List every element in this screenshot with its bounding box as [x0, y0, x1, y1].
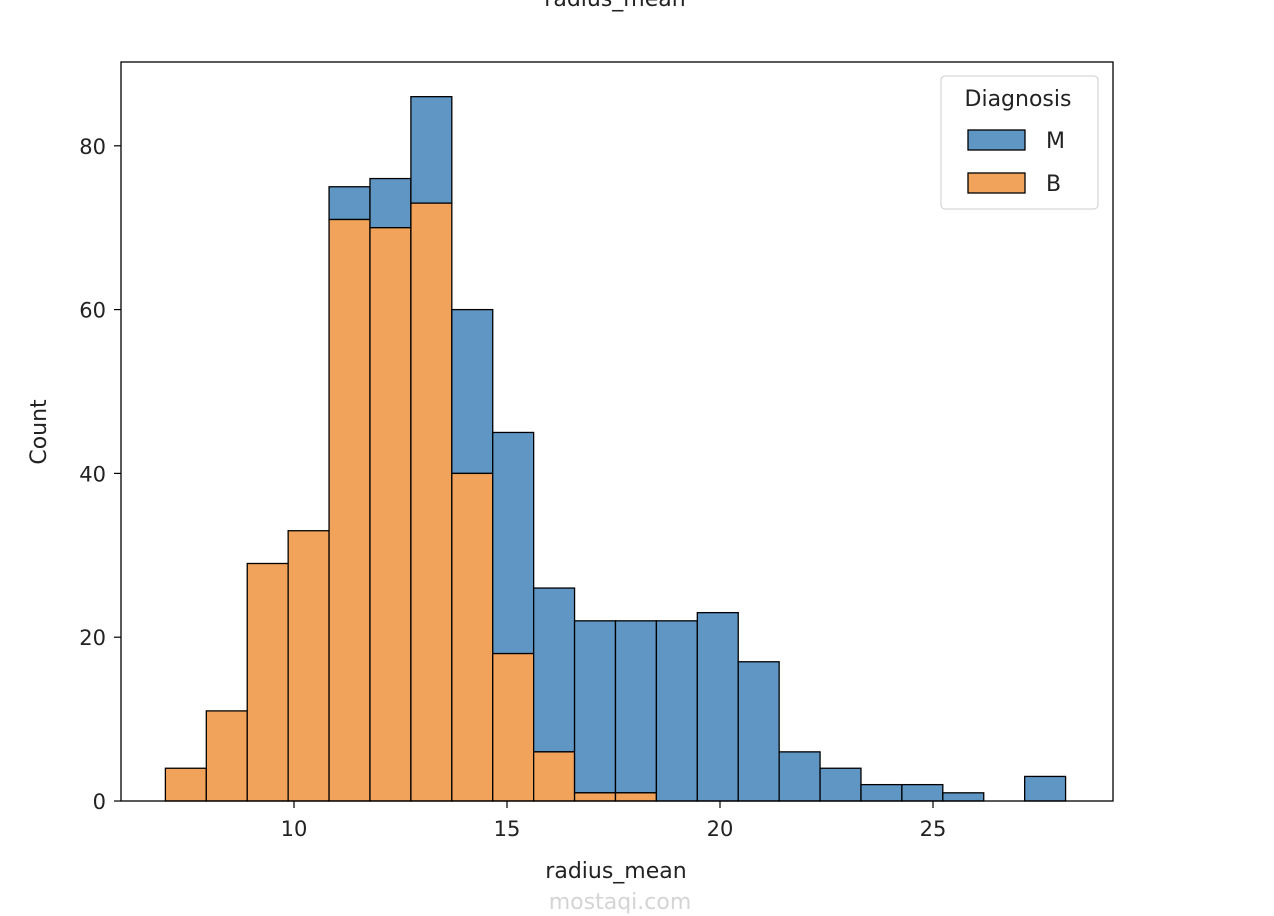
chart-title: radius_mean: [544, 0, 685, 12]
bar-m-13: [696, 611, 739, 802]
bar-m-4: [328, 186, 371, 221]
legend: Diagnosis M B: [940, 75, 1099, 210]
bar-m-6: [410, 96, 453, 204]
legend-title: Diagnosis: [965, 87, 1072, 112]
legend-label-b: B: [1046, 172, 1061, 197]
bar-b-5: [369, 227, 412, 802]
bar-m-12: [655, 620, 698, 802]
legend-patch-b: [967, 172, 1026, 194]
bar-m-10: [573, 620, 617, 794]
bar-m-9: [532, 587, 576, 753]
x-tick-label-25: 25: [920, 817, 947, 841]
x-tick-label-20: 20: [707, 817, 734, 841]
x-axis-label: radius_mean: [545, 859, 686, 884]
bar-m-14: [737, 661, 780, 802]
bar-b-10: [573, 792, 617, 802]
bar-b-4: [328, 218, 371, 802]
watermark: mostaqi.com: [549, 890, 692, 915]
bar-m-5: [369, 177, 412, 229]
bar-m-7: [451, 308, 494, 475]
plot-frame: [120, 61, 1114, 802]
y-tick-label-60: 60: [79, 299, 106, 323]
bar-m-16: [819, 767, 862, 802]
bar-b-9: [532, 751, 576, 802]
y-axis-label: Count: [27, 399, 52, 465]
bar-b-11: [614, 792, 658, 802]
bar-b-6: [410, 202, 453, 802]
bar-m-18: [901, 783, 944, 802]
bar-m-17: [860, 783, 903, 802]
bar-m-19: [942, 792, 985, 802]
bar-b-3: [287, 530, 330, 802]
y-tick-label-40: 40: [79, 462, 106, 486]
legend-label-m: M: [1046, 129, 1065, 154]
bar-m-21: [1024, 775, 1067, 802]
bar-b-1: [205, 710, 248, 802]
bar-b-7: [451, 472, 494, 802]
bar-b-8: [492, 652, 535, 802]
x-tick-label-10: 10: [281, 817, 308, 841]
bar-m-8: [492, 431, 535, 655]
y-tick-label-20: 20: [79, 626, 106, 650]
y-tick-label-80: 80: [79, 135, 106, 159]
bar-m-15: [778, 751, 821, 802]
y-tick-label-0: 0: [93, 790, 106, 814]
bar-b-2: [246, 562, 289, 802]
bar-m-11: [614, 620, 658, 794]
legend-patch-m: [967, 129, 1026, 151]
x-tick-label-15: 15: [494, 817, 521, 841]
bar-b-0: [164, 767, 207, 802]
